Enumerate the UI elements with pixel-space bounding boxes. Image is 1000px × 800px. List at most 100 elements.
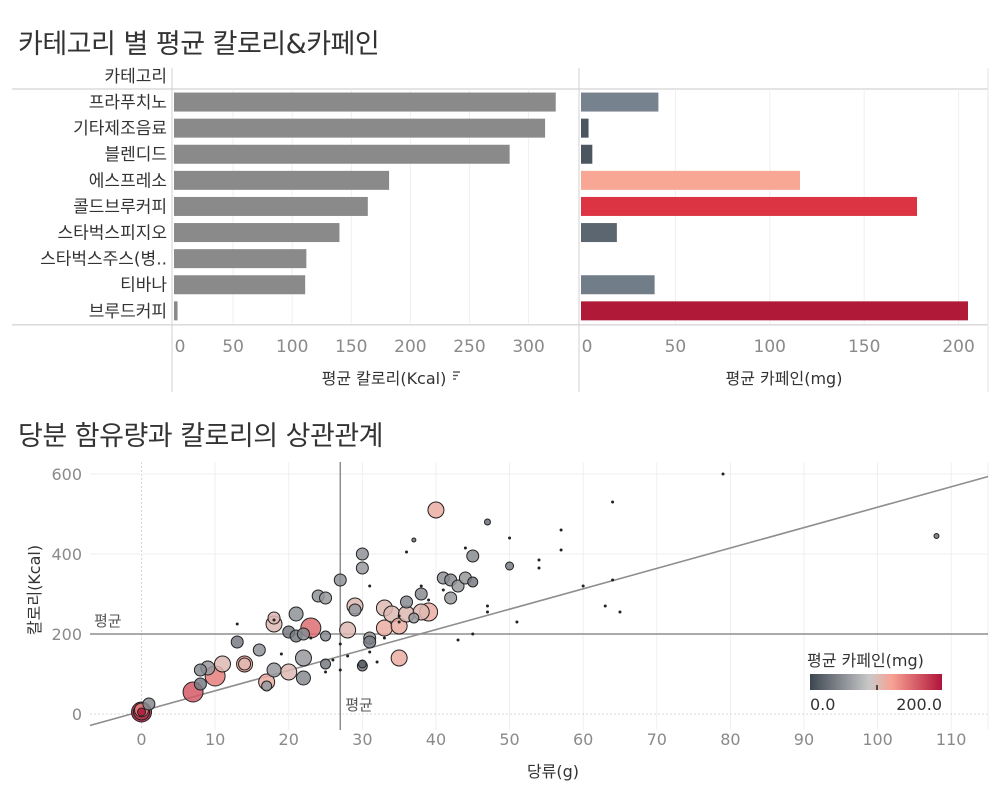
x-tick-label: 60 [573, 730, 593, 749]
data-point [267, 611, 281, 625]
data-point [933, 533, 940, 539]
data-point [411, 537, 417, 543]
legend-min-label: 0.0 [810, 695, 835, 714]
data-point [467, 576, 479, 588]
x-tick-label: 80 [720, 730, 740, 749]
data-point [355, 547, 369, 561]
data-point [282, 625, 296, 639]
data-point [441, 588, 445, 592]
bar [174, 92, 556, 112]
data-point [236, 655, 254, 673]
x-tick-label: 0 [136, 730, 146, 749]
bar [581, 301, 968, 321]
data-point [458, 571, 472, 585]
data-point [451, 579, 465, 593]
data-point [368, 650, 372, 654]
category-label: 티바나 [120, 276, 167, 296]
data-point [182, 681, 204, 703]
data-point [515, 620, 519, 624]
data-point [265, 615, 283, 633]
trend-line [90, 475, 988, 727]
tick-label: 150 [335, 337, 367, 357]
data-point [485, 610, 489, 614]
data-point [382, 636, 386, 640]
data-point [134, 702, 150, 718]
data-point [230, 635, 244, 649]
data-point [427, 598, 431, 602]
data-point [398, 605, 416, 623]
data-point [137, 707, 147, 717]
data-point [419, 602, 439, 622]
data-point [133, 703, 151, 721]
tick-label: 200 [942, 337, 974, 357]
data-point [375, 619, 393, 637]
data-point [288, 606, 304, 622]
bar [581, 118, 589, 138]
data-point [397, 614, 401, 618]
data-point [193, 677, 207, 691]
tick-label: 100 [276, 337, 308, 357]
x-tick-label: 110 [936, 730, 967, 749]
data-point [193, 663, 207, 677]
tick-label: 100 [754, 337, 786, 357]
category-label: 에스프레소 [89, 171, 167, 191]
bar [581, 170, 800, 190]
data-point [213, 655, 231, 673]
data-point [266, 662, 282, 678]
data-point [295, 670, 311, 686]
bar [581, 275, 655, 295]
data-point [611, 500, 615, 504]
bar [174, 223, 340, 243]
y-tick-label: 600 [51, 465, 82, 484]
x-tick-label: 100 [862, 730, 893, 749]
category-label: 블렌디드 [104, 145, 167, 165]
data-point [346, 597, 364, 615]
tick-label: 300 [512, 337, 544, 357]
data-point [581, 584, 585, 588]
x-tick-label: 90 [794, 730, 814, 749]
data-point [238, 657, 252, 671]
data-point [466, 549, 480, 563]
chart-title-top: 카테고리 별 평균 칼로리&카페인 [18, 29, 380, 60]
category-label: 스타벅스피지오 [58, 224, 167, 244]
data-point [309, 636, 313, 640]
x-tick-label: 20 [279, 730, 299, 749]
data-point [346, 654, 350, 658]
data-point [390, 649, 408, 667]
data-point [339, 621, 357, 639]
data-point [537, 558, 541, 562]
data-point [200, 660, 216, 676]
data-point [279, 652, 283, 656]
data-point [559, 548, 563, 552]
y-tick-label: 400 [51, 545, 82, 564]
category-label: 브루드커피 [89, 302, 167, 322]
data-point [142, 697, 156, 711]
data-point [611, 578, 615, 582]
data-point [320, 630, 332, 642]
x-mean-label: 평균 [345, 696, 373, 714]
data-point [294, 649, 312, 667]
legend-color-bar [810, 674, 942, 690]
data-point [333, 573, 347, 587]
axis-label: 평균 칼로리(Kcal) [322, 369, 447, 388]
data-point [311, 589, 325, 603]
data-point [436, 571, 450, 585]
bar-chart: 카테고리프라푸치노기타제조음료블렌디드에스프레소콜드브루커피스타벅스피지오스타벅… [12, 67, 989, 392]
data-point [508, 536, 512, 540]
data-point [280, 663, 298, 681]
data-point [485, 604, 489, 608]
data-point [258, 673, 276, 691]
data-point [375, 660, 379, 664]
y-mean-label: 평균 [94, 612, 122, 630]
legend-title: 평균 카페인(mg) [807, 651, 924, 670]
data-point [296, 627, 310, 641]
data-point [483, 518, 491, 526]
data-point [204, 665, 226, 687]
x-tick-label: 30 [352, 730, 372, 749]
bar [174, 275, 306, 295]
data-point [444, 591, 458, 605]
data-point [261, 680, 273, 692]
bar [174, 170, 390, 190]
data-point [390, 617, 408, 635]
data-point [721, 472, 725, 476]
